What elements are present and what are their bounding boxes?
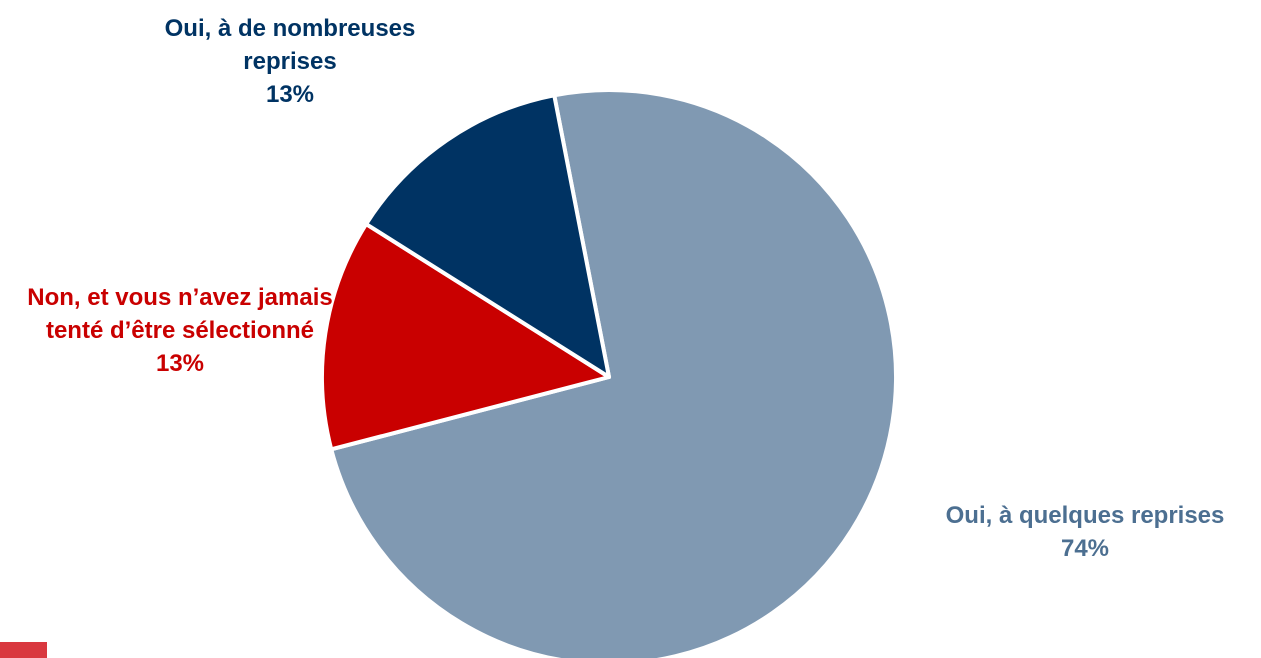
slice-label-name: Oui, à quelques reprises [945,502,1225,529]
slice-label-never: Non, et vous n’avez jamais tenté d’être … [0,281,362,380]
slice-label-name: Oui, à de nombreuses reprises [164,15,416,75]
slice-label-value: 13% [155,350,205,377]
corner-accent-mark [0,642,47,658]
slice-label-value: 13% [265,81,315,108]
pie-slice-few-times [329,88,898,658]
slice-label-few-times: Oui, à quelques reprises 74% [895,499,1261,565]
pie-slice-many-times [364,93,611,379]
slice-label-many-times: Oui, à de nombreuses reprises 13% [115,12,465,111]
slice-label-name: Non, et vous n’avez jamais tenté d’être … [27,284,333,344]
pie-slice-never [320,222,611,452]
slice-label-value: 74% [1060,535,1110,562]
